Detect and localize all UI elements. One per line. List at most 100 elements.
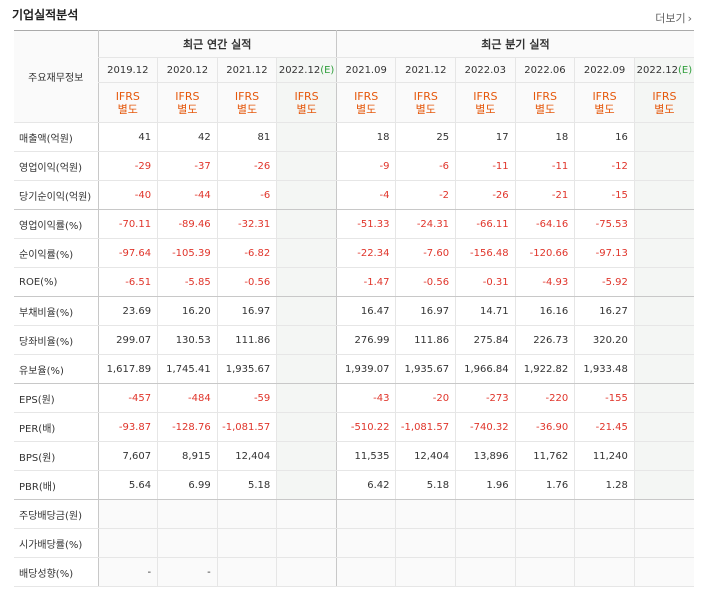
empty-cell: [97, 528, 158, 558]
value-cell: 8,915: [157, 441, 218, 471]
value-cell: -93.87: [97, 412, 158, 442]
empty-cell: [455, 528, 516, 558]
value-cell: -89.46: [157, 209, 218, 239]
value-cell: 276.99: [335, 325, 396, 355]
row-label: 주당배당금(원): [14, 499, 98, 529]
data-row: 배당성향(%) - -: [14, 557, 694, 587]
accounting-standard: IFRS: [175, 89, 200, 103]
value-cell: -51.33: [335, 209, 396, 239]
accounting-header: IFRS 별도: [216, 82, 277, 123]
row-label: PER(배): [14, 412, 98, 442]
value-cell: -0.56: [216, 267, 277, 297]
empty-cell: [633, 267, 694, 297]
value-cell: -105.39: [157, 238, 218, 268]
value-cell: -75.53: [574, 209, 635, 239]
empty-cell: [276, 209, 337, 239]
table-body: 매출액(억원) 41 42 81 18 25 17 18 16 영업이익(억원) -29 -37 -26…: [14, 122, 694, 587]
empty-cell: [633, 412, 694, 442]
value-cell: 1,933.48: [574, 354, 635, 384]
value-cell: 1,745.41: [157, 354, 218, 384]
value-cell: -37: [157, 151, 218, 181]
value-cell: 16.20: [157, 296, 218, 326]
period-header: 2021.12: [216, 57, 277, 83]
value-cell: 5.18: [216, 470, 277, 500]
accounting-standard: IFRS: [294, 89, 319, 103]
empty-cell: [335, 499, 396, 529]
empty-cell: [276, 470, 337, 500]
period: 2021.12: [226, 64, 268, 76]
value-cell: 130.53: [157, 325, 218, 355]
empty-cell: [395, 557, 456, 587]
period-header: 2019.12: [97, 57, 158, 83]
row-label: 부채비율(%): [14, 296, 98, 326]
empty-cell: [157, 528, 218, 558]
accounting-header: IFRS 별도: [97, 82, 158, 123]
period-header: 2022.12(E): [633, 57, 694, 83]
value-cell: 6.42: [335, 470, 396, 500]
accounting-basis: 별도: [475, 102, 496, 116]
empty-cell: [276, 354, 337, 384]
accounting-header: IFRS 별도: [276, 82, 337, 123]
empty-cell: [157, 499, 218, 529]
value-cell: 1,922.82: [514, 354, 575, 384]
value-cell: -4.93: [514, 267, 575, 297]
value-cell: 16.27: [574, 296, 635, 326]
value-cell: -273: [455, 383, 516, 413]
value-cell: 7,607: [97, 441, 158, 471]
empty-cell: [335, 557, 396, 587]
value-cell: -26: [216, 151, 277, 181]
value-cell: 11,240: [574, 441, 635, 471]
empty-cell: [97, 499, 158, 529]
value-cell: -11: [455, 151, 516, 181]
value-cell: -29: [97, 151, 158, 181]
period: 2022.12: [636, 64, 679, 76]
period: 2021.09: [345, 64, 387, 76]
empty-cell: [633, 122, 694, 152]
period-header: 2022.12(E): [276, 57, 337, 83]
value-cell: 81: [216, 122, 277, 152]
data-row: 부채비율(%) 23.69 16.20 16.97 16.47 16.97 14.71 16.…: [14, 296, 694, 326]
estimate-mark: (E): [320, 64, 335, 76]
value-cell: -1.47: [335, 267, 396, 297]
value-cell: 1.76: [514, 470, 575, 500]
data-row: ROE(%) -6.51 -5.85 -0.56 -1.47 -0.56 -0.31 -4.9…: [14, 267, 694, 297]
empty-cell: [633, 238, 694, 268]
value-cell: -6.82: [216, 238, 277, 268]
empty-cell: [276, 441, 337, 471]
value-cell: -66.11: [455, 209, 516, 239]
period-header: 2022.03: [455, 57, 516, 83]
financial-table: 주요재무정보 최근 연간 실적 최근 분기 실적 2019.12 2020.12 2021…: [14, 30, 694, 587]
row-label: 배당성향(%): [14, 557, 98, 587]
empty-cell: [574, 499, 635, 529]
value-cell: 1,935.67: [216, 354, 277, 384]
period: 2019.12: [107, 64, 149, 76]
value-cell: -97.13: [574, 238, 635, 268]
empty-cell: [276, 267, 337, 297]
data-row: 시가배당률(%): [14, 528, 694, 558]
value-cell: -43: [335, 383, 396, 413]
accounting-basis: 별도: [654, 102, 675, 116]
value-cell: -9: [335, 151, 396, 181]
accounting-standard: IFRS: [652, 89, 677, 103]
empty-cell: [216, 499, 277, 529]
value-cell: 226.73: [514, 325, 575, 355]
value-cell: -: [157, 557, 218, 587]
empty-cell: [276, 296, 337, 326]
more-link[interactable]: 더보기: [655, 10, 692, 26]
accounting-standard: IFRS: [592, 89, 617, 103]
value-cell: 111.86: [395, 325, 456, 355]
value-cell: -0.56: [395, 267, 456, 297]
value-cell: 111.86: [216, 325, 277, 355]
accounting-header: IFRS 별도: [514, 82, 575, 123]
period: 2022.03: [464, 64, 507, 76]
value-cell: 16: [574, 122, 635, 152]
value-cell: 5.18: [395, 470, 456, 500]
value-cell: -: [97, 557, 158, 587]
value-cell: -15: [574, 180, 635, 210]
value-cell: 11,535: [335, 441, 396, 471]
empty-cell: [633, 470, 694, 500]
group-header: 최근 분기 실적: [335, 30, 694, 58]
value-cell: -220: [514, 383, 575, 413]
data-row: PER(배) -93.87 -128.76 -1,081.57 -510.22 -1,08…: [14, 412, 694, 442]
